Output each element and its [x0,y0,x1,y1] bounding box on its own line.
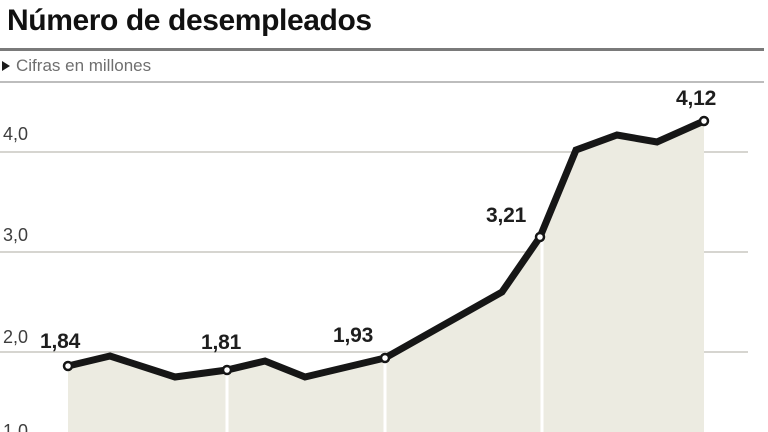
data-label: 4,12 [676,87,717,110]
year-divider [225,372,229,432]
chart-title: Número de desempleados [7,4,372,37]
data-point-dot [534,231,546,243]
data-point-dot [379,352,391,364]
chart-subtitle: Cifras en millones [2,57,151,75]
data-point-dot [698,115,710,127]
subtitle-marker-icon [2,61,10,71]
year-divider [540,240,544,432]
y-tick-label: 1,0 [3,421,29,432]
data-label: 1,81 [201,331,242,354]
data-label: 3,21 [486,204,527,227]
data-point-dot [62,360,74,372]
subtitle-rule [0,81,764,83]
y-tick-label: 4,0 [3,124,29,144]
title-rule [0,48,764,51]
y-tick-label: 2,0 [3,327,29,347]
subtitle-text: Cifras en millones [16,56,152,75]
data-label: 1,93 [333,324,374,347]
area-fill [68,121,704,432]
data-label: 1,84 [40,330,81,353]
data-point-dot [221,364,233,376]
y-tick-label: 3,0 [3,225,29,245]
year-divider [383,360,387,432]
